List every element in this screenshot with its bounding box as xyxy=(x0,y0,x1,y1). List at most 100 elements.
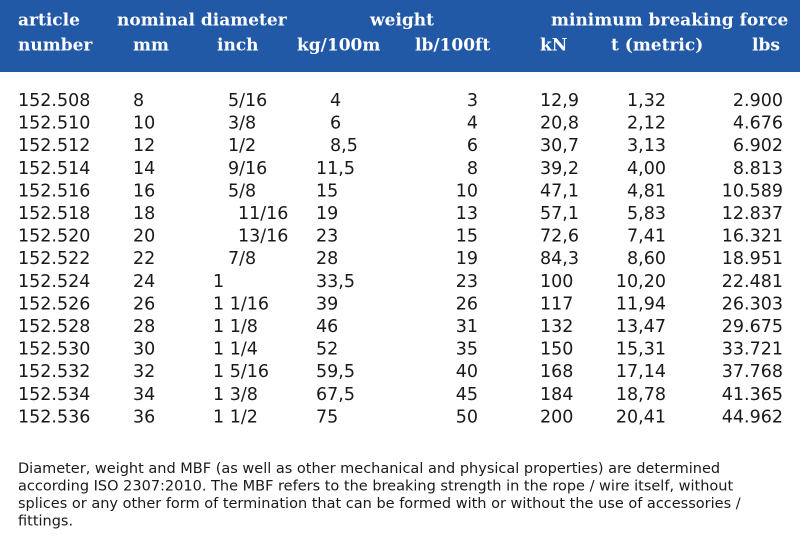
mm: 28 xyxy=(133,317,155,337)
mm: 18 xyxy=(133,204,155,224)
lb-per-100ft: 26 xyxy=(456,294,478,314)
kn: 200 xyxy=(540,407,573,427)
kg-per-100m: 28 xyxy=(316,249,338,269)
kn: 12,9 xyxy=(540,91,579,111)
t-metric: 10,20 xyxy=(616,272,666,292)
kg-per-100m: 33,5 xyxy=(316,272,355,292)
mm: 16 xyxy=(133,181,155,201)
inch: 7/8 xyxy=(228,249,256,269)
inch: 11/16 xyxy=(238,204,288,224)
article-number: 152.526 xyxy=(18,294,90,314)
article-number: 152.518 xyxy=(18,204,90,224)
header-t: t (metric) xyxy=(611,36,703,56)
t-metric: 8,60 xyxy=(627,249,666,269)
lbs: 22.481 xyxy=(722,272,783,292)
kn: 184 xyxy=(540,385,573,405)
t-metric: 18,78 xyxy=(616,385,666,405)
lb-per-100ft: 23 xyxy=(456,272,478,292)
article-number: 152.512 xyxy=(18,136,90,156)
table-body: 152.508 8 5/16 4 3 12,9 1,32 2.900 152.510 10 3/8 6… xyxy=(18,91,783,427)
inch: 1 1/2 xyxy=(213,407,258,427)
lb-per-100ft: 3 xyxy=(467,91,478,111)
lb-per-100ft: 50 xyxy=(456,407,478,427)
header-inch: inch xyxy=(217,36,259,56)
lbs: 44.962 xyxy=(722,407,783,427)
header-mm: mm xyxy=(133,36,169,56)
kn: 57,1 xyxy=(540,204,579,224)
footnote: Diameter, weight and MBF (as well as oth… xyxy=(18,461,741,530)
lbs: 33.721 xyxy=(722,340,783,360)
inch: 1 3/8 xyxy=(213,385,258,405)
article-number: 152.510 xyxy=(18,114,90,134)
inch: 5/8 xyxy=(228,181,256,201)
header-lbs: lbs xyxy=(752,36,780,56)
t-metric: 4,00 xyxy=(627,159,666,179)
kg-per-100m: 8,5 xyxy=(330,136,358,156)
lb-per-100ft: 8 xyxy=(467,159,478,179)
kn: 72,6 xyxy=(540,227,579,247)
mm: 20 xyxy=(133,227,155,247)
lb-per-100ft: 19 xyxy=(456,249,478,269)
lbs: 12.837 xyxy=(722,204,783,224)
lb-per-100ft: 31 xyxy=(456,317,478,337)
lbs: 18.951 xyxy=(722,249,783,269)
mm: 30 xyxy=(133,340,155,360)
kn: 168 xyxy=(540,362,573,382)
kn: 47,1 xyxy=(540,181,579,201)
article-number: 152.530 xyxy=(18,340,90,360)
kg-per-100m: 15 xyxy=(316,181,338,201)
kn: 100 xyxy=(540,272,573,292)
mm: 26 xyxy=(133,294,155,314)
lbs: 37.768 xyxy=(722,362,783,382)
mm: 34 xyxy=(133,385,155,405)
inch: 1 1/4 xyxy=(213,340,258,360)
kn: 20,8 xyxy=(540,114,579,134)
kn: 39,2 xyxy=(540,159,579,179)
kn: 84,3 xyxy=(540,249,579,269)
lbs: 6.902 xyxy=(733,136,783,156)
lbs: 16.321 xyxy=(722,227,783,247)
t-metric: 4,81 xyxy=(627,181,666,201)
kg-per-100m: 46 xyxy=(316,317,338,337)
article-number: 152.522 xyxy=(18,249,90,269)
mm: 8 xyxy=(133,91,144,111)
inch: 1 1/8 xyxy=(213,317,258,337)
header-mbf: minimum breaking force xyxy=(551,11,789,31)
footnote-line: splices or any other form of termination… xyxy=(18,496,741,512)
inch: 1 1/16 xyxy=(213,294,269,314)
header-kg: kg/100m xyxy=(297,36,380,56)
header-kn: kN xyxy=(540,36,567,56)
mm: 14 xyxy=(133,159,155,179)
lb-per-100ft: 45 xyxy=(456,385,478,405)
kg-per-100m: 75 xyxy=(316,407,338,427)
kn: 132 xyxy=(540,317,573,337)
lb-per-100ft: 13 xyxy=(456,204,478,224)
t-metric: 15,31 xyxy=(616,340,666,360)
lb-per-100ft: 35 xyxy=(456,340,478,360)
kg-per-100m: 6 xyxy=(330,114,341,134)
inch: 3/8 xyxy=(228,114,256,134)
t-metric: 1,32 xyxy=(627,91,666,111)
kn: 117 xyxy=(540,294,573,314)
t-metric: 5,83 xyxy=(627,204,666,224)
inch: 1 5/16 xyxy=(213,362,269,382)
article-number: 152.536 xyxy=(18,407,90,427)
kg-per-100m: 11,5 xyxy=(316,159,355,179)
mm: 24 xyxy=(133,272,155,292)
mm: 36 xyxy=(133,407,155,427)
kg-per-100m: 23 xyxy=(316,227,338,247)
article-number: 152.508 xyxy=(18,91,90,111)
kg-per-100m: 52 xyxy=(316,340,338,360)
lb-per-100ft: 4 xyxy=(467,114,478,134)
lb-per-100ft: 15 xyxy=(456,227,478,247)
inch: 1 xyxy=(213,272,224,292)
lb-per-100ft: 6 xyxy=(467,136,478,156)
header-band xyxy=(0,0,800,72)
lbs: 41.365 xyxy=(722,385,783,405)
header-article: article xyxy=(18,11,80,31)
kn: 150 xyxy=(540,340,573,360)
header-lb: lb/100ft xyxy=(415,36,490,56)
t-metric: 17,14 xyxy=(616,362,666,382)
lb-per-100ft: 10 xyxy=(456,181,478,201)
